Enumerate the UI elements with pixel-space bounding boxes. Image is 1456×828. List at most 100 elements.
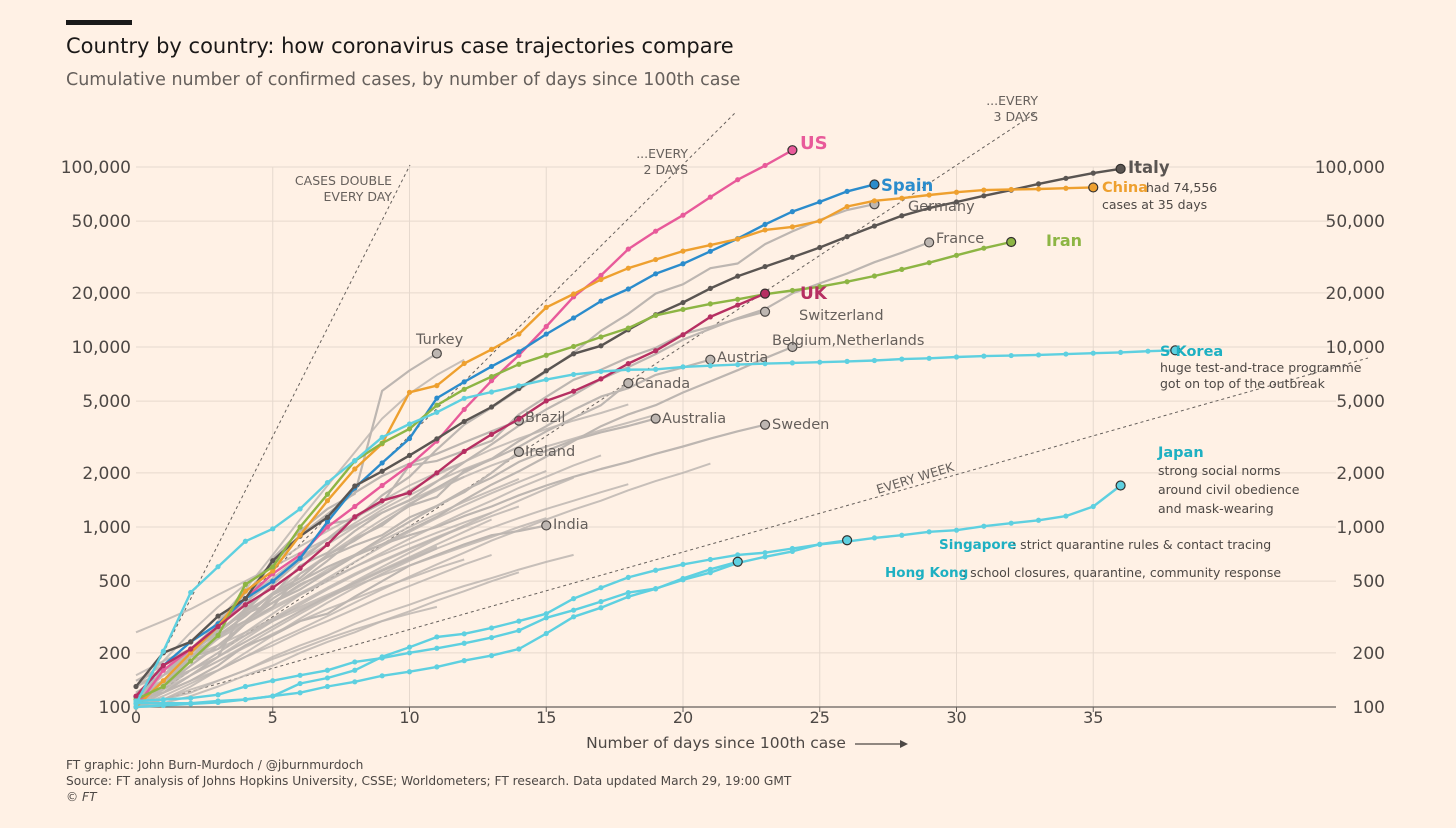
series-point-us — [461, 406, 467, 413]
series-point-spain — [680, 261, 686, 267]
series-point-iran — [981, 245, 987, 251]
series-point-s-korea — [352, 458, 358, 464]
series-point-uk — [242, 602, 248, 608]
series-point-china — [1008, 186, 1014, 193]
series-point-s-korea — [735, 362, 741, 368]
series-point-s-korea — [1145, 348, 1151, 354]
series-point-s-korea — [871, 357, 878, 364]
series-point-spain — [434, 395, 440, 401]
series-point-italy — [379, 468, 385, 474]
series-label-china: China — [1102, 180, 1148, 196]
series-point-italy — [1035, 181, 1042, 187]
series-point-spain — [653, 271, 659, 277]
series-point-spain — [571, 315, 577, 321]
series-point-uk — [488, 431, 495, 437]
series-point-uk — [598, 376, 604, 382]
series-point-iran — [844, 279, 850, 285]
series-point-uk — [215, 623, 221, 630]
series-label-japan: Japan — [1157, 445, 1204, 461]
series-point-us — [324, 524, 331, 530]
series-point-us — [488, 378, 495, 384]
y-tick-label-left: 200 — [99, 644, 131, 664]
series-point-italy — [434, 436, 440, 442]
s-korea-note-line: got on top of the outbreak — [1160, 376, 1326, 391]
series-line-uk — [135, 292, 766, 697]
y-tick-label-left: 500 — [99, 572, 131, 592]
series-point-japan — [324, 675, 331, 681]
y-tick-label-right: 20,000 — [1326, 284, 1385, 304]
series-point-singapore — [406, 650, 413, 656]
chart-subtitle: Cumulative number of confirmed cases, by… — [66, 70, 741, 90]
series-label-belgium-netherlands: Belgium,Netherlands — [772, 333, 924, 349]
series-point-spain — [598, 298, 604, 304]
series-point-china — [680, 248, 686, 254]
series-point-uk — [133, 693, 139, 699]
series-point-hong-kong — [379, 673, 385, 679]
china-note-line: had 74,556 — [1146, 180, 1217, 195]
series-point-spain — [406, 435, 413, 442]
series-endpoint-spain — [869, 179, 880, 190]
series-point-s-korea — [762, 361, 768, 367]
series-point-japan — [707, 556, 713, 563]
series-point-us — [406, 462, 413, 468]
series-point-italy — [789, 254, 796, 260]
series-point-china — [762, 227, 768, 233]
footer-copyright: © FT — [66, 790, 97, 804]
series-point-china — [571, 291, 577, 297]
series-line-india — [135, 524, 547, 701]
x-tick-label: 25 — [810, 708, 830, 727]
chart-title: Country by country: how coronavirus case… — [66, 34, 734, 58]
series-point-italy — [270, 558, 276, 564]
series-point-italy — [707, 285, 713, 292]
series-point-spain — [844, 188, 850, 194]
series-point-s-korea — [160, 648, 166, 654]
series-point-iran — [598, 334, 604, 340]
grey-series-line — [135, 460, 465, 688]
series-point-japan — [297, 680, 303, 687]
s-korea-note-line: huge test-and-trace programme — [1160, 360, 1362, 375]
series-point-s-korea — [324, 479, 331, 486]
series-point-italy — [242, 596, 248, 602]
series-point-singapore — [270, 678, 276, 684]
series-point-china — [844, 203, 850, 210]
series-point-italy — [406, 452, 413, 458]
series-point-japan — [871, 535, 878, 541]
series-point-china — [270, 568, 276, 574]
series-point-japan — [625, 574, 631, 580]
series-point-china — [871, 198, 878, 204]
series-point-hong-kong — [406, 669, 413, 675]
series-point-hong-kong — [352, 679, 358, 685]
series-point-s-korea — [1090, 350, 1096, 356]
series-point-s-korea — [899, 356, 905, 362]
hong-kong-note: : school closures, quarantine, community… — [962, 565, 1281, 580]
japan-note-line: strong social norms — [1158, 463, 1281, 478]
series-point-italy — [571, 351, 577, 357]
series-point-iran — [270, 564, 276, 570]
series-point-iran — [461, 386, 467, 392]
series-point-s-korea — [1008, 352, 1014, 359]
series-point-s-korea — [789, 360, 796, 366]
footer-credit: FT graphic: John Burn-Murdoch / @jburnmu… — [66, 758, 364, 772]
series-point-italy — [1090, 170, 1096, 176]
series-point-china — [926, 192, 932, 198]
series-point-china — [598, 276, 604, 283]
series-point-uk — [653, 348, 659, 354]
footer-source: Source: FT analysis of Johns Hopkins Uni… — [66, 774, 792, 788]
series-point-china — [789, 224, 796, 230]
series-point-us — [680, 212, 686, 218]
series-point-singapore — [571, 607, 577, 613]
series-label-italy: Italy — [1128, 158, 1170, 177]
series-point-singapore — [543, 615, 549, 621]
series-point-iran — [297, 524, 303, 530]
y-tick-label-left: 5,000 — [82, 392, 131, 412]
japan-note-line: and mask-wearing — [1158, 501, 1274, 516]
grey-series-line — [135, 605, 438, 708]
series-point-china — [1063, 185, 1069, 191]
series-point-iran — [653, 312, 659, 318]
series-point-italy — [488, 404, 495, 410]
series-endpoint-japan — [1115, 480, 1126, 491]
series-point-japan — [543, 611, 549, 617]
y-tick-label-left: 50,000 — [72, 212, 131, 232]
series-line-china — [135, 186, 1094, 708]
